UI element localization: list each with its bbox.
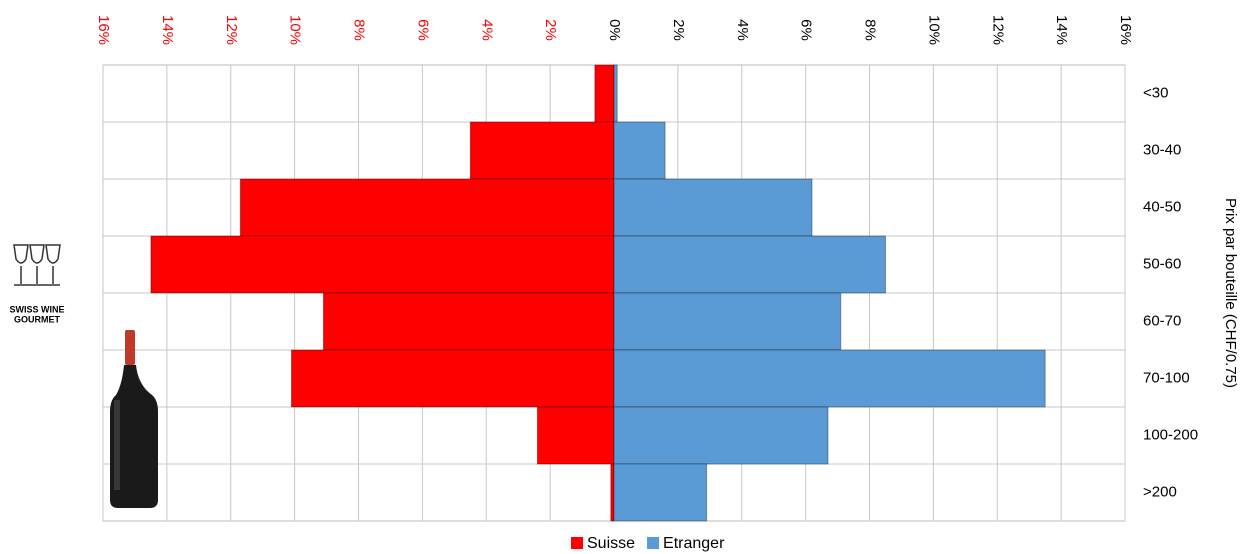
y-tick-label: >200 <box>1143 483 1177 500</box>
x-tick-label: 12% <box>223 15 240 45</box>
logo-text: GOURMET <box>14 314 61 324</box>
bar <box>290 349 615 408</box>
logo: SWISS WINE GOURMET <box>9 244 65 324</box>
legend-label: Etranger <box>663 535 725 552</box>
bar <box>613 121 666 180</box>
y-tick-label: 100-200 <box>1143 426 1198 443</box>
bar <box>150 235 615 294</box>
bar <box>536 406 615 465</box>
x-tick-label: 2% <box>542 19 559 41</box>
x-tick-label: 0% <box>606 19 623 41</box>
bar <box>322 292 615 351</box>
x-tick-label: 16% <box>1117 15 1134 45</box>
legend-swatch <box>647 537 660 549</box>
x-tick-label: 4% <box>734 19 751 41</box>
logo-text: SWISS WINE <box>9 304 64 314</box>
y-tick-label: 70-100 <box>1143 369 1190 386</box>
x-tick-label: 14% <box>1053 15 1070 45</box>
legend-label: Suisse <box>587 535 635 552</box>
x-tick-label: 12% <box>989 15 1006 45</box>
bar <box>613 178 813 237</box>
bar <box>613 406 829 465</box>
bar <box>613 235 886 294</box>
x-tick-label: 4% <box>478 19 495 41</box>
legend: Suisse Etranger <box>571 535 725 552</box>
y-axis-label: Prix par bouteille (CHF/0.75) <box>1222 198 1239 388</box>
x-tick-label: 8% <box>862 19 879 41</box>
plot-area: 2% 4% 6% 8% 10% 12% 14% 16% 0% 2% 4% 6% 8% 10% 12% 14% 1… <box>95 15 1198 552</box>
x-tick-label: 6% <box>414 19 431 41</box>
x-tick-label: 2% <box>670 19 687 41</box>
y-tick-label: 60-70 <box>1143 312 1181 329</box>
bar <box>239 178 615 237</box>
bar <box>613 349 1046 408</box>
bar <box>613 64 618 123</box>
bar <box>613 292 842 351</box>
bar <box>594 64 615 123</box>
bar <box>613 463 708 522</box>
x-tick-label: 6% <box>798 19 815 41</box>
x-tick-label: 10% <box>925 15 942 45</box>
y-tick-label: 30-40 <box>1143 141 1181 158</box>
x-tick-label: 10% <box>287 15 304 45</box>
legend-swatch <box>571 537 583 549</box>
x-tick-label: 16% <box>95 15 112 45</box>
y-tick-label: 40-50 <box>1143 198 1181 215</box>
x-tick-label: 8% <box>351 19 368 41</box>
x-tick-label: 14% <box>159 15 176 45</box>
y-tick-label: 50-60 <box>1143 255 1181 272</box>
bottle <box>110 330 158 508</box>
y-tick-label: <30 <box>1143 84 1168 101</box>
bar <box>469 121 615 180</box>
